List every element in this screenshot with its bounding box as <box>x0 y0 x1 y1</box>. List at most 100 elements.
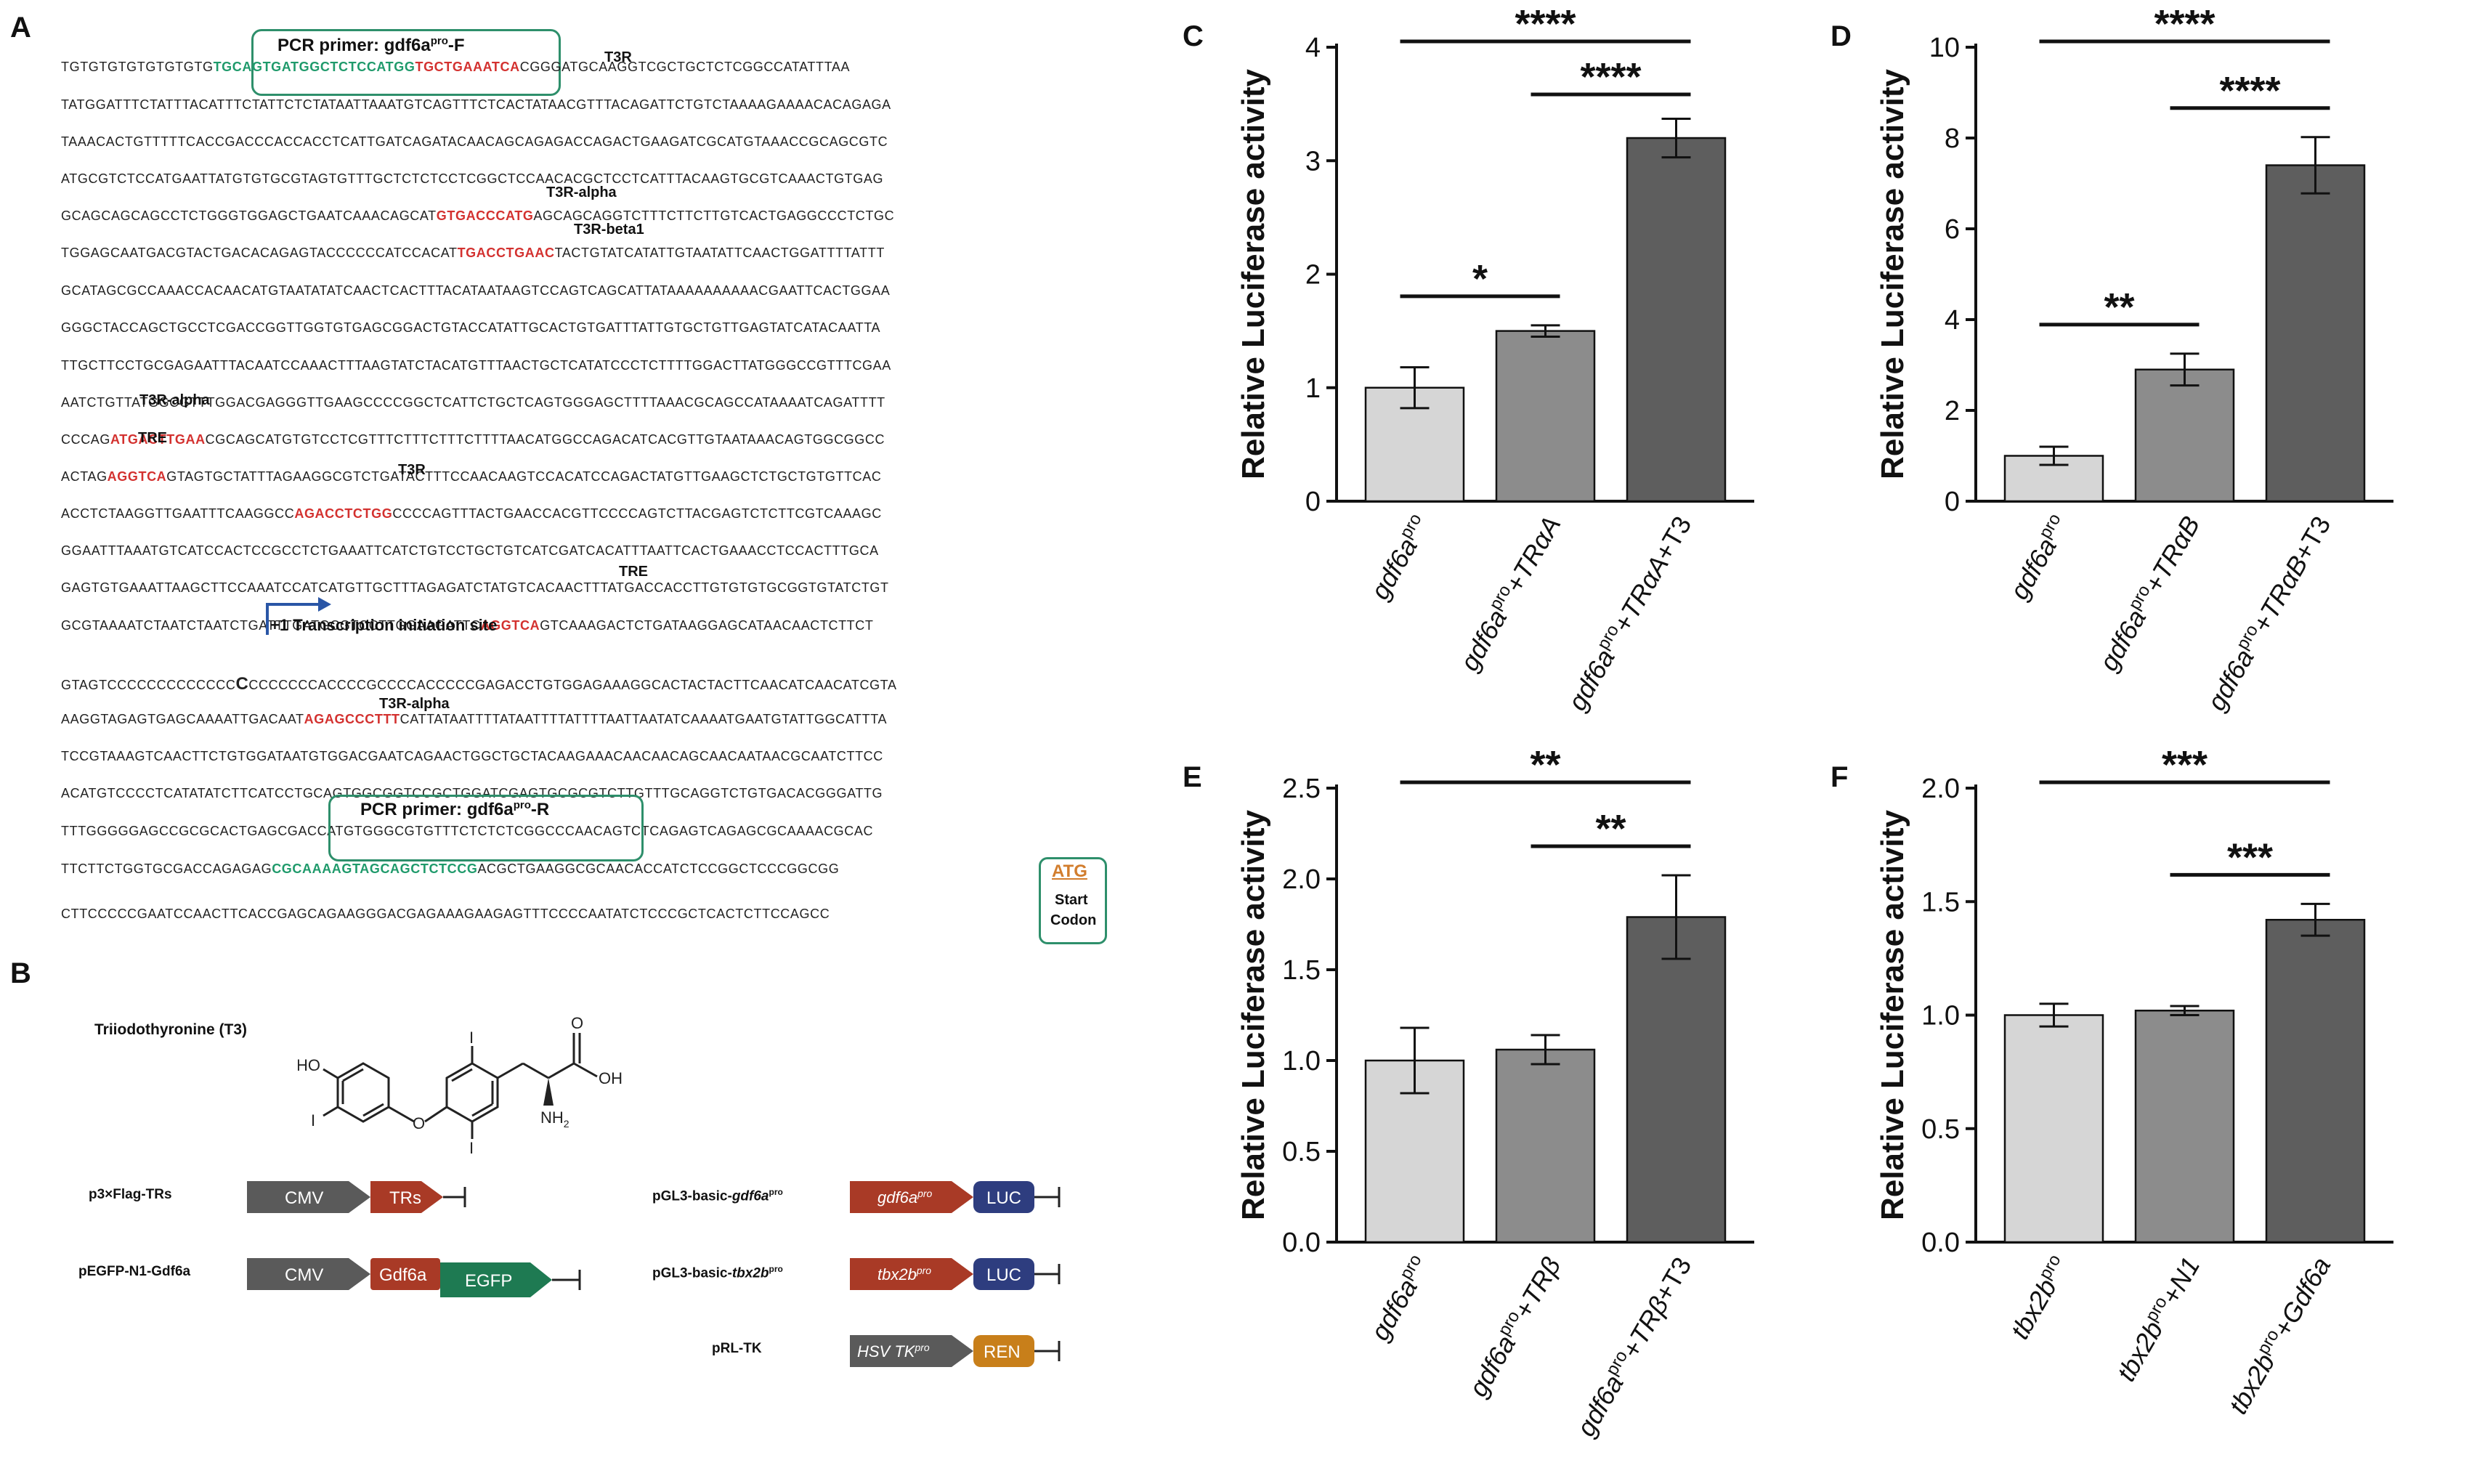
primer-r-box <box>328 795 644 861</box>
start-codon-label: Start <box>1055 892 1088 908</box>
atom-nh2: NH2 <box>540 1108 569 1130</box>
y-tick-label: 2 <box>1945 396 1960 426</box>
x-tick-label: gdf6apro+TRβ <box>1462 1252 1566 1402</box>
atom-oh: OH <box>599 1069 623 1087</box>
primer-sequence: CGCAAAAGTAGCAGCTCTCCG <box>272 861 478 876</box>
sequence-line: AAGGTAGAGTGAGCAAAATTGACAATAGAGCCCTTTCATT… <box>61 712 887 727</box>
binding-site-sequence: ATGACTTGAA <box>110 432 206 447</box>
bar <box>1495 330 1596 503</box>
significance-label: *** <box>2227 835 2273 879</box>
y-tick-label: 1.5 <box>1921 887 1960 917</box>
part-gdf6a: Gdf6a <box>379 1265 427 1285</box>
y-tick-label: 1 <box>1305 373 1321 404</box>
y-axis-label: Relative Luciferase activity <box>1236 809 1271 1220</box>
chart-c: 0 1 2 3 4 Relative Luciferase activity gdf6apr… <box>1236 7 1754 716</box>
y-tick-label: 0.0 <box>1921 1228 1960 1258</box>
part-luc: LUC <box>986 1188 1021 1208</box>
y-tick-label: 4 <box>1305 33 1321 63</box>
y-tick-label: 2.0 <box>1282 864 1321 895</box>
sequence-segment: CGCAGCATGTGTCCTCGTTTCTTTCTTTCTTTTAACATGG… <box>205 432 885 447</box>
significance-label: **** <box>1580 55 1641 99</box>
sequence-segment: GGAATTTAAATGTCATCCACTCCGCCTCTGAAATTCATCT… <box>61 543 879 558</box>
atom-i: I <box>469 1139 474 1157</box>
panel-label-a: A <box>10 12 31 44</box>
annotation-t3r-alpha: T3R-alpha <box>139 392 210 408</box>
sequence-segment: CCCCCCCACCCCGCCCCACCCCCGAGACCTGTGGAGAAAG… <box>248 678 897 692</box>
sequence-segment: GTAGTCCCCCCCCCCCCC <box>61 678 236 692</box>
sequence-line: ACTAGAGGTCAGTAGTGCTATTTAGAAGGCGTCTGATACT… <box>61 469 881 484</box>
sequence-segment: GAGTGTGAAATTAAGCTTCCAAATCCATCATGTTGCTTTA… <box>61 580 889 595</box>
y-tick-label: 0.5 <box>1282 1137 1321 1167</box>
x-tick-label: gdf6apro <box>1363 1252 1436 1346</box>
sequence-segment: GCATAGCGCCAAACCACAACATGTAATATATCAACTCACT… <box>61 283 891 298</box>
primer-r-title: PCR primer: gdf6apro-R <box>360 799 550 819</box>
sequence-line: AATCTGTTATGGCGTTTGGACGAGGGTTGAAGCCCCGGCT… <box>61 395 885 410</box>
significance-label: ** <box>1530 748 1560 787</box>
bar <box>2265 919 2366 1244</box>
construct-pegfp-n1-gdf6a: CMV Gdf6a EGFP <box>247 1258 581 1297</box>
part-hsv-tk: HSV TKpro <box>857 1342 930 1361</box>
sequence-line: CCCAGATGACTTGAACGCAGCATGTGTCCTCGTTTCTTTC… <box>61 432 885 447</box>
annotation-t3r-beta1: T3R-beta1 <box>574 222 644 238</box>
y-tick-label: 3 <box>1305 146 1321 177</box>
sequence-line: GGAATTTAAATGTCATCCACTCCGCCTCTGAAATTCATCT… <box>61 543 879 559</box>
part-ren: REN <box>984 1342 1021 1362</box>
construct-pgl3-gdf6a: gdf6apro LUC <box>850 1181 1061 1213</box>
sequence-segment: ATGCGTCTCCATGAATTATGTGTGCGTAGTGTTTGCTCTC… <box>61 171 884 186</box>
atom-ho: HO <box>298 1056 320 1074</box>
atom-o: O <box>571 1014 583 1032</box>
significance-label: ** <box>1595 807 1626 851</box>
bar <box>1626 137 1727 503</box>
sequence-line: GTAGTCCCCCCCCCCCCCCCCCCCCCACCCCGCCCCACCC… <box>61 674 897 694</box>
sequence-segment: AAGGTAGAGTGAGCAAAATTGACAAT <box>61 712 304 726</box>
sequence-segment: GTAGTGCTATTTAGAAGGCGTCTGATACTTTCCAACAAGT… <box>166 469 882 484</box>
t3-molecule-structure: HO I O I I O OH NH2 <box>298 1014 623 1157</box>
sequence-segment: ACCTCTAAGGTTGAATTTCAAGGCC <box>61 506 295 521</box>
sequence-line: ACATGTCCCCTCATATATCTTCATCCTGCAGTGGCGGTCC… <box>61 786 883 801</box>
panel-label-e: E <box>1183 761 1202 793</box>
sequence-segment: CTTCCCCCGAATCCAACTTCACCGAGCAGAAGGGACGAGA… <box>61 907 830 921</box>
start-codon-label: Codon <box>1050 912 1097 928</box>
x-tick-label: gdf6apro+TRαA+T3 <box>1560 511 1697 716</box>
annotation-t3r: T3R <box>398 462 426 478</box>
panel-label-c: C <box>1183 20 1204 52</box>
significance-label: * <box>1472 257 1488 301</box>
part-trs: TRs <box>389 1188 421 1208</box>
significance-label: **** <box>2154 7 2215 46</box>
y-tick-label: 8 <box>1945 123 1960 154</box>
sequence-segment: ACATGTCCCCTCATATATCTTCATCCTGCAGTGGCGGTCC… <box>61 786 883 800</box>
construct-name-pegfp-n1-gdf6a: pEGFP-N1-Gdf6a <box>78 1264 191 1279</box>
annotation-tre: TRE <box>619 564 648 580</box>
atom-i: I <box>469 1029 474 1047</box>
construct-pgl3-tbx2b: tbx2bpro LUC <box>850 1258 1061 1290</box>
sequence-segment: TTCTTCTGGTGCGACCAGAGAG <box>61 861 272 876</box>
x-tick-label: tbx2bpro+Gdf6a <box>2221 1252 2336 1419</box>
binding-site-sequence: AGGTCA <box>480 618 540 633</box>
y-tick-label: 2.0 <box>1921 774 1960 804</box>
y-tick-label: 2.5 <box>1282 774 1321 804</box>
sequence-segment: GTCAAAGACTCTGATAAGGAGCATAACAACTCTTCT <box>540 618 874 633</box>
y-tick-label: 10 <box>1929 33 1960 63</box>
y-tick-label: 0 <box>1945 487 1960 517</box>
x-tick-label: tbx2bpro+N1 <box>2109 1252 2205 1387</box>
sequence-line: GCATAGCGCCAAACCACAACATGTAATATATCAACTCACT… <box>61 283 890 299</box>
primer-f-title: PCR primer: gdf6apro-F <box>277 35 465 55</box>
sequence-segment: TATGGATTTCTATTTACATTTCTATTCTCTATAATTAAAT… <box>61 97 891 112</box>
y-tick-label: 2 <box>1305 260 1321 291</box>
tss-label: +1 Transcription initiation site <box>270 616 498 634</box>
part-egfp: EGFP <box>465 1271 512 1291</box>
sequence-segment: TAAACACTGTTTTTCACCGACCCACCACCTCATTGATCAG… <box>61 134 888 149</box>
atom-i: I <box>311 1111 315 1130</box>
part-luc: LUC <box>986 1265 1021 1285</box>
part-cmv: CMV <box>285 1265 323 1285</box>
start-codon-atg: ATG <box>1052 861 1087 881</box>
significance-label: **** <box>2219 69 2280 113</box>
sequence-segment: TTGCTTCCTGCGAGAATTTACAATCCAAACTTTAAGTATC… <box>61 358 891 373</box>
sequence-segment: TGGAGCAATGACGTACTGACACAGAGTACCCCCCATCCAC… <box>61 246 458 260</box>
sequence-segment: AATCTGTTATGGCGTTTGGACGAGGGTTGAAGCCCCGGCT… <box>61 395 885 410</box>
panel-label-f: F <box>1831 761 1849 793</box>
primer-sequence: TGCAGTGATGGCTCTCCATGG <box>213 60 415 74</box>
tss-base: C <box>235 674 249 694</box>
chart-f: 0.0 0.5 1.0 1.5 2.0 Relative Luciferase activ… <box>1875 748 2393 1419</box>
sequence-line: TGGAGCAATGACGTACTGACACAGAGTACCCCCCATCCAC… <box>61 246 885 261</box>
